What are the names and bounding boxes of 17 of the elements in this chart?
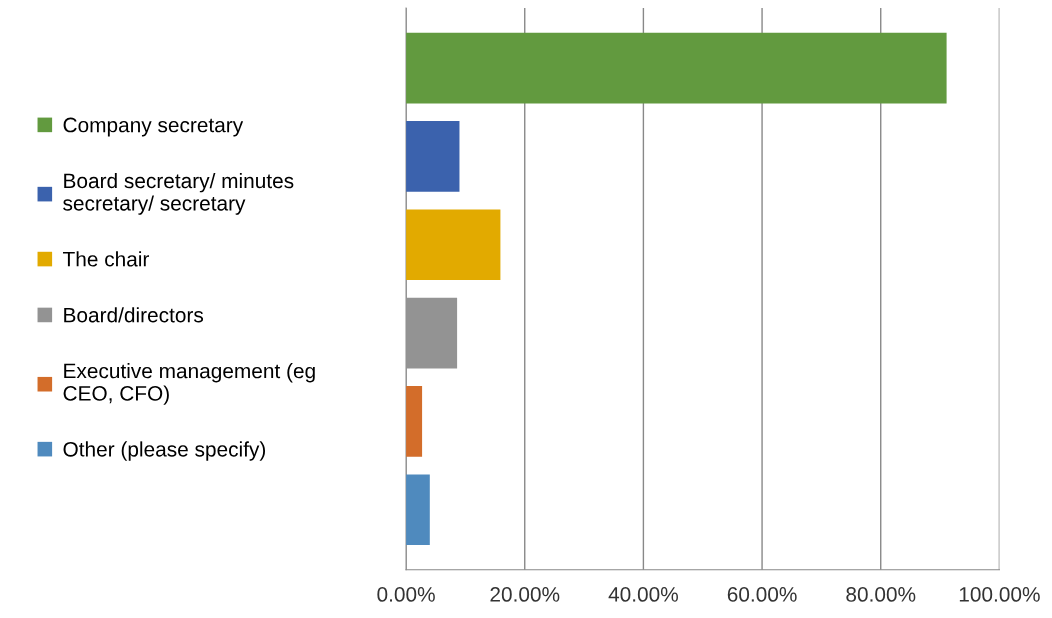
legend-label: Board secretary/ minutes secretary/ secretary [63,172,294,215]
legend-label: Other (please specify) [63,441,266,461]
x-tick-label: 20.00% [490,587,560,602]
bar [406,386,423,457]
legend-label: The chair [63,251,150,267]
legend-label: Executive management (eg CEO, CFO) [63,363,315,405]
bar [406,121,460,192]
x-tick-label: 40.00% [608,587,678,602]
legend-label: Company secretary [63,117,244,137]
bar [406,474,430,546]
x-tick-label: 80.00% [846,587,916,602]
legend-label: Board/directors [64,307,204,323]
bar [406,209,501,281]
bar [406,32,947,104]
x-tick-label: 100.00% [959,587,1040,602]
x-tick-label: 0.00% [377,587,435,602]
x-tick-label: 60.00% [727,587,797,602]
